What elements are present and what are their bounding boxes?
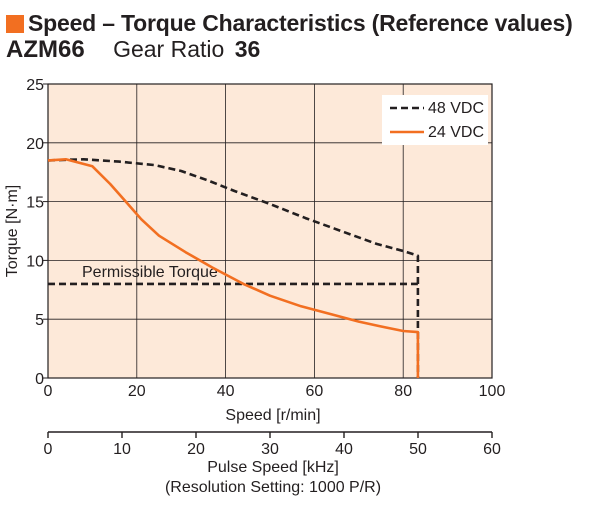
permissible-torque-label: Permissible Torque <box>82 264 218 281</box>
model-name: AZM66 <box>6 36 85 63</box>
x2-axis-note: (Resolution Setting: 1000 P/R) <box>165 479 381 496</box>
series-line-48vdc <box>47 158 420 378</box>
x-tick-label: 80 <box>394 383 412 400</box>
series-line-24vdc <box>47 158 420 378</box>
x2-tick-label: 60 <box>483 441 501 458</box>
x2-tick-label: 40 <box>335 441 353 458</box>
y-axis-label: Torque [N·m] <box>4 185 21 277</box>
x-tick-label: 0 <box>44 383 53 400</box>
gear-ratio-value: 36 <box>234 36 261 62</box>
x-axis-label: Speed [r/min] <box>225 407 320 424</box>
subtitle: AZM66 Gear Ratio 36 <box>6 36 260 64</box>
legend-box <box>382 95 488 145</box>
x2-tick-label: 0 <box>44 441 53 458</box>
legend-label-48vdc: 48 VDC <box>428 100 484 117</box>
title-marker-square <box>6 14 24 33</box>
gear-ratio-label: Gear Ratio <box>113 36 225 62</box>
x2-tick-label: 10 <box>113 441 131 458</box>
x2-tick-label: 50 <box>409 441 427 458</box>
title-text: Speed – Torque Characteristics (Referenc… <box>28 10 573 36</box>
x-tick-label: 20 <box>128 383 146 400</box>
x2-tick-label: 30 <box>261 441 279 458</box>
x2-axis-label: Pulse Speed [kHz] <box>207 459 339 476</box>
x-tick-label: 60 <box>306 383 324 400</box>
chart-title: Speed – Torque Characteristics (Referenc… <box>6 10 573 37</box>
y-tick-label: 20 <box>26 136 44 153</box>
legend-label-24vdc: 24 VDC <box>428 124 484 141</box>
plot-frame <box>47 83 493 379</box>
y-tick-label: 5 <box>35 312 44 329</box>
x-tick-label: 100 <box>479 383 506 400</box>
x-tick-label: 40 <box>217 383 235 400</box>
y-tick-label: 0 <box>35 371 44 388</box>
y-tick-label: 15 <box>26 195 44 212</box>
y-tick-label: 10 <box>26 253 44 270</box>
y-tick-label: 25 <box>26 77 44 94</box>
x2-tick-label: 20 <box>187 441 205 458</box>
